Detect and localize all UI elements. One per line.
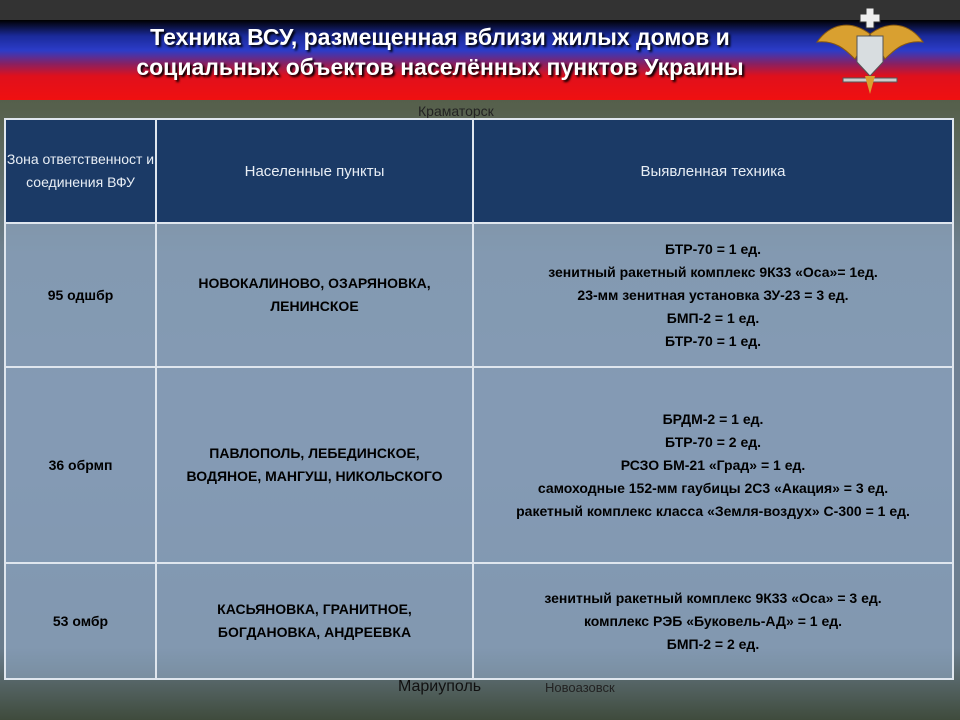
eagle-emblem-icon bbox=[815, 7, 925, 94]
places-line: ВОДЯНОЕ, МАНГУШ, НИКОЛЬСКОГО bbox=[186, 468, 443, 484]
map-label-novoazovsk: Новоазовск bbox=[545, 680, 615, 695]
equipment-line: БТР-70 = 1 ед. bbox=[664, 332, 762, 349]
table-header-row: Зона ответственност и соединения ВФУ Нас… bbox=[4, 118, 954, 224]
equipment-line: зенитный ракетный комплекс 9К33 «Оса» = … bbox=[544, 589, 882, 606]
table-row: 95 одшбр НОВОКАЛИНОВО, ОЗАРЯНОВКА, ЛЕНИНС… bbox=[4, 222, 954, 368]
equipment-cell: БРДМ-2 = 1 ед. БТР-70 = 2 ед. РСЗО БМ-21… bbox=[472, 366, 954, 564]
header-top-bar bbox=[0, 0, 960, 20]
header-flag-band bbox=[0, 20, 960, 100]
equipment-line: ракетный комплекс класса «Земля-воздух» … bbox=[516, 502, 910, 519]
equipment-line: РСЗО БМ-21 «Град» = 1 ед. bbox=[620, 456, 806, 473]
equipment-table: Зона ответственност и соединения ВФУ Нас… bbox=[4, 118, 954, 680]
places-line: КАСЬЯНОВКА, ГРАНИТНОЕ, bbox=[217, 601, 412, 617]
equipment-line: 23-мм зенитная установка ЗУ-23 = 3 ед. bbox=[577, 286, 849, 303]
unit-cell: 36 обрмп bbox=[4, 366, 157, 564]
title-line-1: Техника ВСУ, размещенная вблизи жилых до… bbox=[150, 24, 730, 50]
page-title: Техника ВСУ, размещенная вблизи жилых до… bbox=[40, 22, 840, 82]
equipment-line: БТР-70 = 2 ед. bbox=[664, 433, 762, 450]
table-row: 53 омбр КАСЬЯНОВКА, ГРАНИТНОЕ, БОГДАНОВКА… bbox=[4, 562, 954, 680]
equipment-cell: БТР-70 = 1 ед. зенитный ракетный комплек… bbox=[472, 222, 954, 368]
equipment-line: зенитный ракетный комплекс 9К33 «Оса»= 1… bbox=[548, 263, 878, 280]
equipment-cell: зенитный ракетный комплекс 9К33 «Оса» = … bbox=[472, 562, 954, 680]
places-cell: ПАВЛОПОЛЬ, ЛЕБЕДИНСКОЕ, ВОДЯНОЕ, МАНГУШ, … bbox=[155, 366, 474, 564]
column-header-unit: Зона ответственност и соединения ВФУ bbox=[4, 118, 157, 224]
unit-cell: 95 одшбр bbox=[4, 222, 157, 368]
map-label-mariupol: Мариуполь bbox=[398, 678, 482, 695]
column-header-equipment: Выявленная техника bbox=[472, 118, 954, 224]
places-cell: КАСЬЯНОВКА, ГРАНИТНОЕ, БОГДАНОВКА, АНДРЕЕ… bbox=[155, 562, 474, 680]
places-cell: НОВОКАЛИНОВО, ОЗАРЯНОВКА, ЛЕНИНСКОЕ bbox=[155, 222, 474, 368]
equipment-line: самоходные 152-мм гаубицы 2С3 «Акация» =… bbox=[537, 479, 889, 496]
equipment-line: БТР-70 = 1 ед. bbox=[664, 240, 762, 257]
equipment-line: БРДМ-2 = 1 ед. bbox=[662, 410, 764, 427]
equipment-line: БМП-2 = 2 ед. bbox=[666, 635, 760, 652]
column-header-places: Населенные пункты bbox=[155, 118, 474, 224]
title-line-2: социальных объектов населённых пунктов У… bbox=[136, 54, 744, 80]
table-row: 36 обрмп ПАВЛОПОЛЬ, ЛЕБЕДИНСКОЕ, ВОДЯНОЕ,… bbox=[4, 366, 954, 564]
unit-cell: 53 омбр bbox=[4, 562, 157, 680]
places-line: ПАВЛОПОЛЬ, ЛЕБЕДИНСКОЕ, bbox=[209, 445, 420, 461]
equipment-line: БМП-2 = 1 ед. bbox=[666, 309, 760, 326]
places-line: НОВОКАЛИНОВО, ОЗАРЯНОВКА, bbox=[198, 275, 431, 291]
equipment-line: комплекс РЭБ «Буковель-АД» = 1 ед. bbox=[583, 612, 843, 629]
places-line: БОГДАНОВКА, АНДРЕЕВКА bbox=[217, 624, 412, 640]
map-label-kramatorsk: Краматорск bbox=[418, 103, 494, 119]
places-line: ЛЕНИНСКОЕ bbox=[270, 298, 359, 314]
header: Техника ВСУ, размещенная вблизи жилых до… bbox=[0, 0, 960, 100]
